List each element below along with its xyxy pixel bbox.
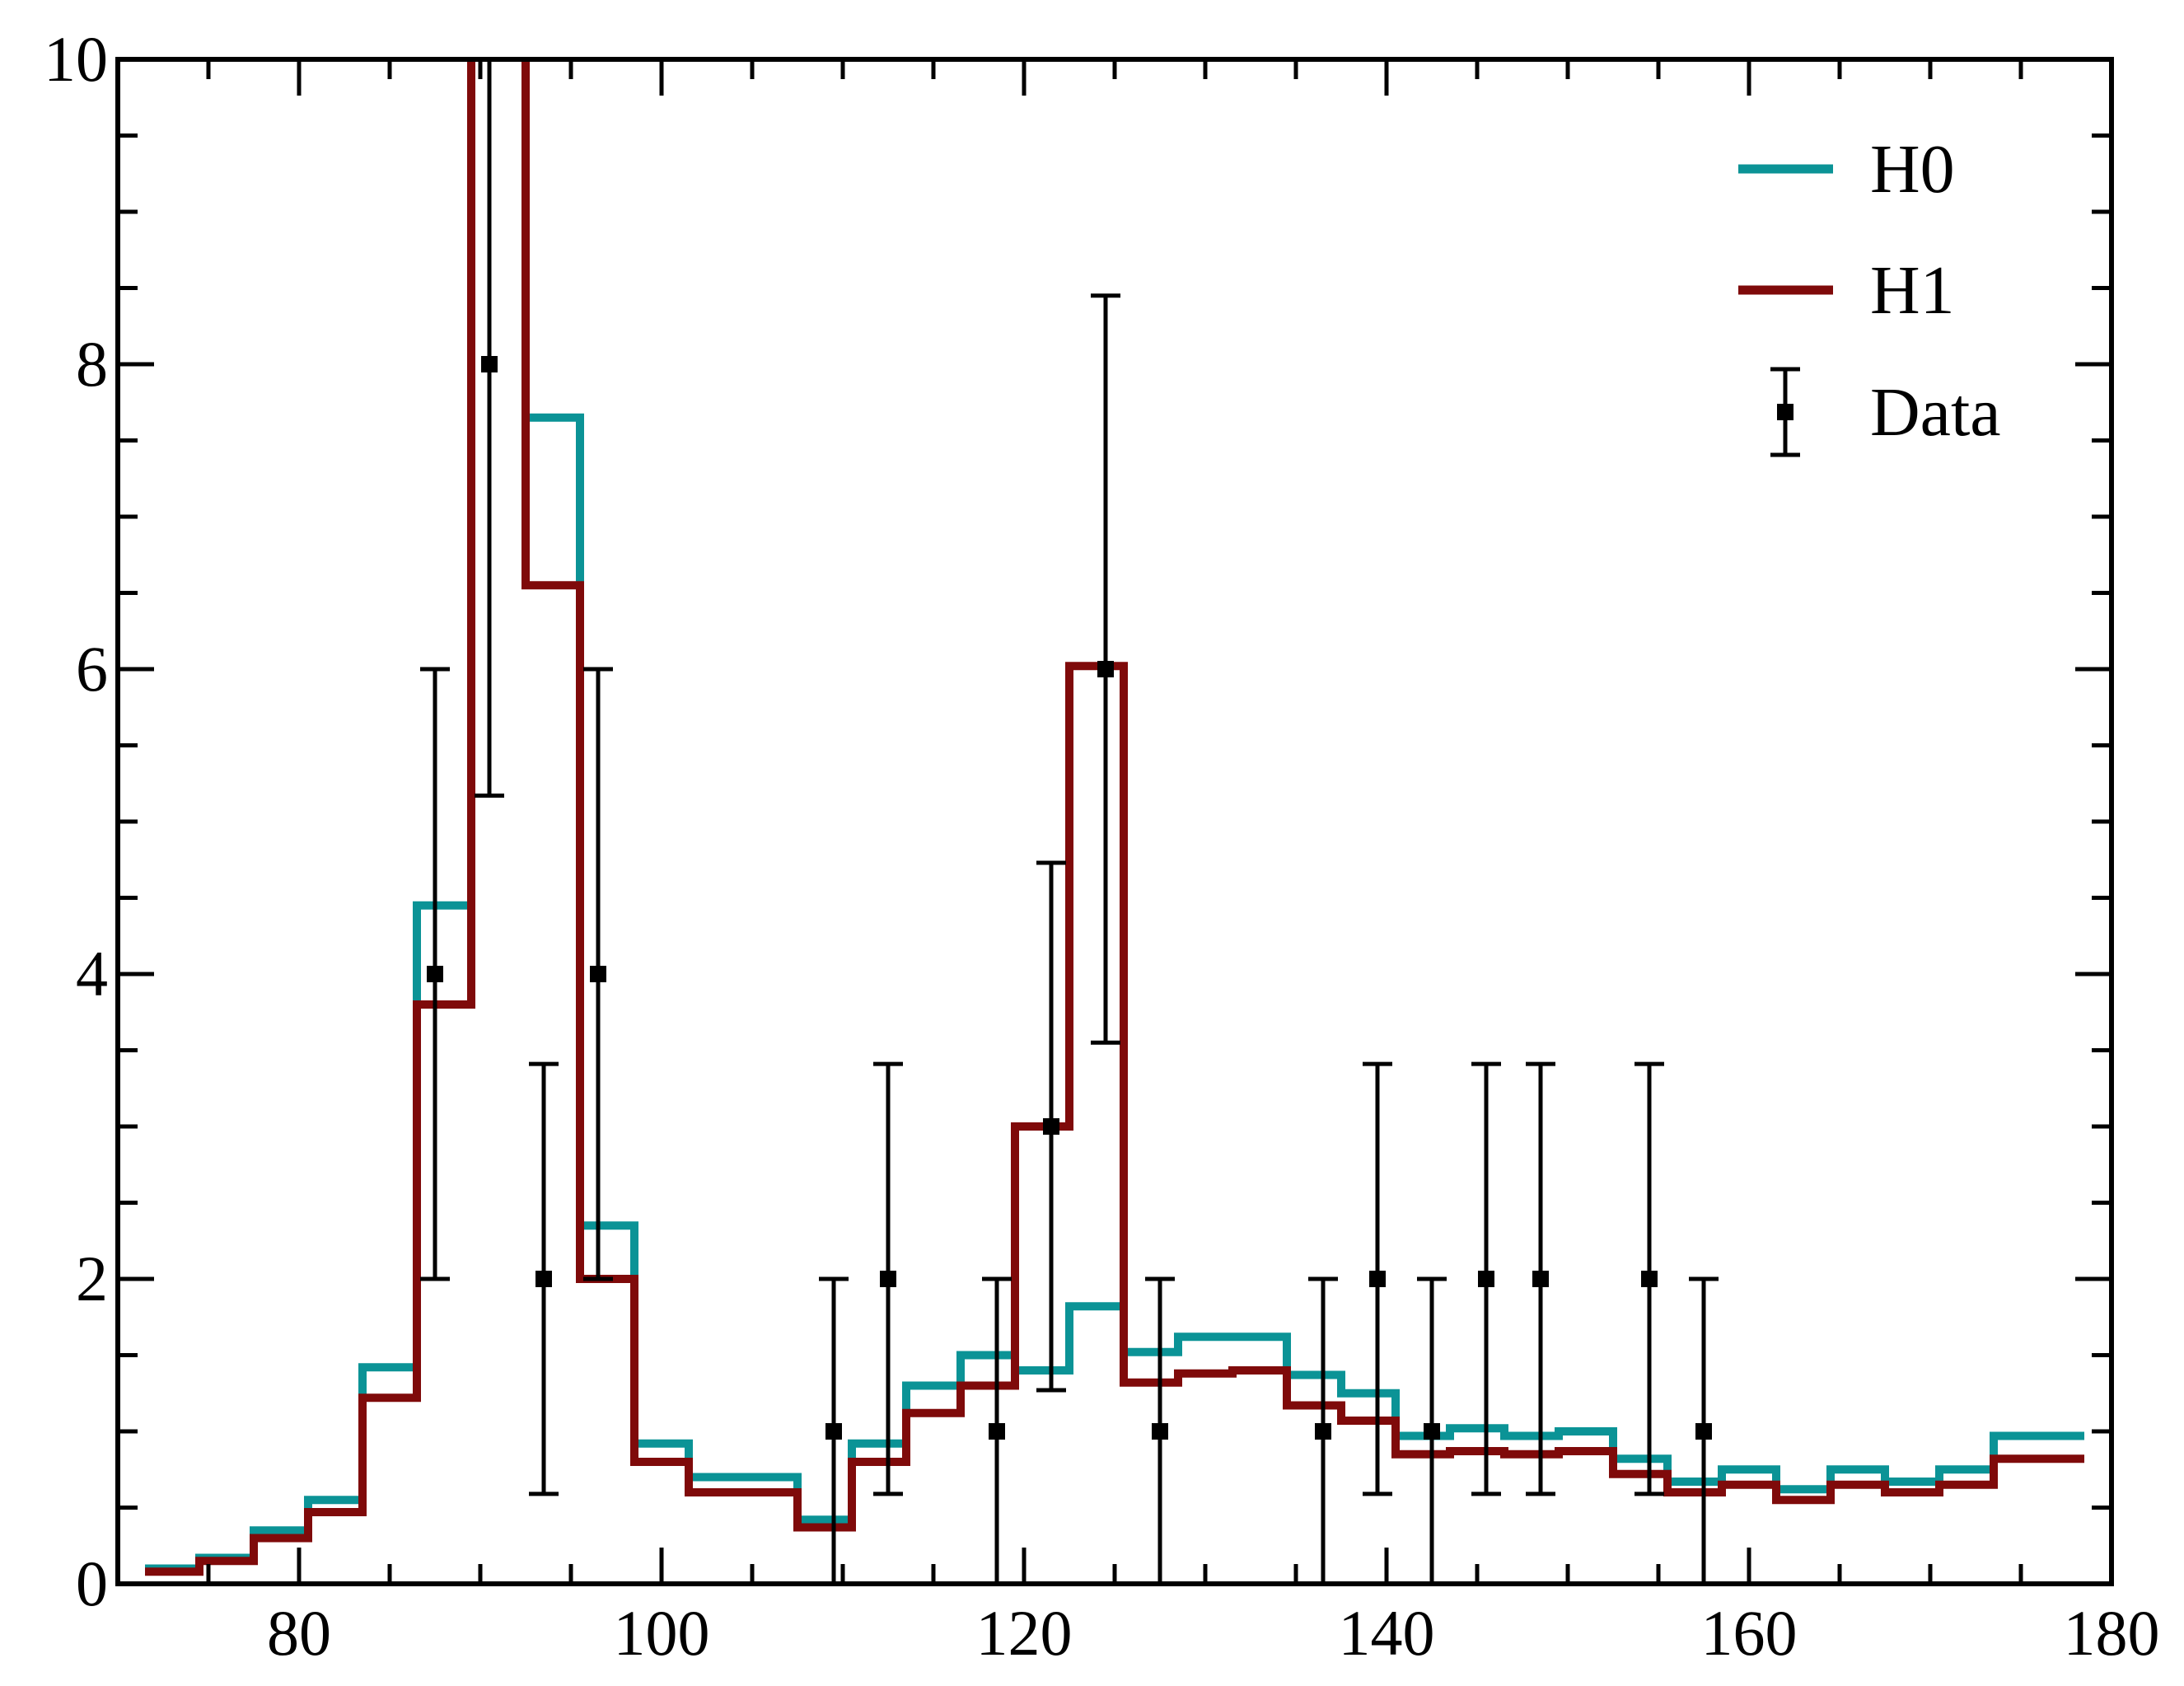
data-point: [420, 667, 450, 1281]
data-marker: [427, 966, 443, 982]
data-marker: [1695, 1423, 1712, 1440]
series-line-h1: [145, 59, 2084, 1576]
y-tick-label: 0: [76, 1548, 108, 1619]
data-point: [819, 1276, 849, 1584]
data-point: [1689, 1276, 1719, 1584]
y-tick-label: 8: [76, 328, 108, 400]
data-marker: [590, 966, 606, 982]
data-marker: [989, 1423, 1005, 1440]
data-marker: [535, 1271, 552, 1287]
data-point: [982, 1276, 1012, 1584]
legend-label: H1: [1870, 252, 1955, 329]
data-marker: [1424, 1423, 1440, 1440]
plot-background: [118, 59, 2112, 1584]
x-tick-label: 120: [976, 1597, 1073, 1669]
legend-swatch-marker: [1777, 404, 1793, 420]
y-tick-label: 10: [44, 23, 108, 95]
x-tick-label: 100: [614, 1597, 710, 1669]
data-point: [1363, 1061, 1392, 1496]
data-point: [1091, 293, 1120, 1045]
x-tick-label: 80: [267, 1597, 331, 1669]
data-points-layer: [420, 59, 1719, 1584]
legend-item-h0: H0: [1738, 131, 1955, 208]
series-layer: [145, 59, 2084, 1576]
legend: H0 H1 Data: [1738, 131, 2001, 457]
data-marker: [880, 1271, 896, 1287]
y-tick-label: 2: [76, 1243, 108, 1314]
x-tick-labels: 80 100 120 140 160 180: [267, 1597, 2160, 1669]
data-marker: [481, 356, 498, 372]
data-marker: [1369, 1271, 1386, 1287]
y-tick-labels: 0 2 4 6 8 10: [44, 23, 108, 1619]
data-point: [1308, 1276, 1338, 1584]
x-tick-label: 140: [1339, 1597, 1435, 1669]
data-point: [1145, 1276, 1175, 1584]
data-point: [1417, 1276, 1447, 1584]
legend-item-data: Data: [1770, 367, 2001, 457]
data-point: [583, 667, 613, 1281]
data-marker: [1478, 1271, 1494, 1287]
data-marker: [1152, 1423, 1168, 1440]
x-tick-label: 160: [1701, 1597, 1798, 1669]
y-tick-label: 6: [76, 633, 108, 705]
legend-label: Data: [1870, 374, 2001, 451]
data-marker: [1532, 1271, 1549, 1287]
y-tick-label: 4: [76, 938, 108, 1009]
data-point: [873, 1061, 903, 1496]
data-point: [1471, 1061, 1501, 1496]
legend-label: H0: [1870, 131, 1955, 208]
data-point: [1526, 1061, 1555, 1496]
data-marker: [825, 1423, 842, 1440]
data-marker: [1641, 1271, 1658, 1287]
x-tick-label: 180: [2064, 1597, 2160, 1669]
data-marker: [1315, 1423, 1331, 1440]
legend-item-h1: H1: [1738, 252, 1955, 329]
data-point: [1036, 860, 1066, 1393]
data-marker: [1097, 661, 1114, 677]
data-point: [475, 59, 504, 799]
data-point: [529, 1061, 559, 1496]
plot-frame: [115, 57, 2114, 1586]
data-point: [1634, 1061, 1664, 1496]
data-marker: [1043, 1118, 1059, 1135]
